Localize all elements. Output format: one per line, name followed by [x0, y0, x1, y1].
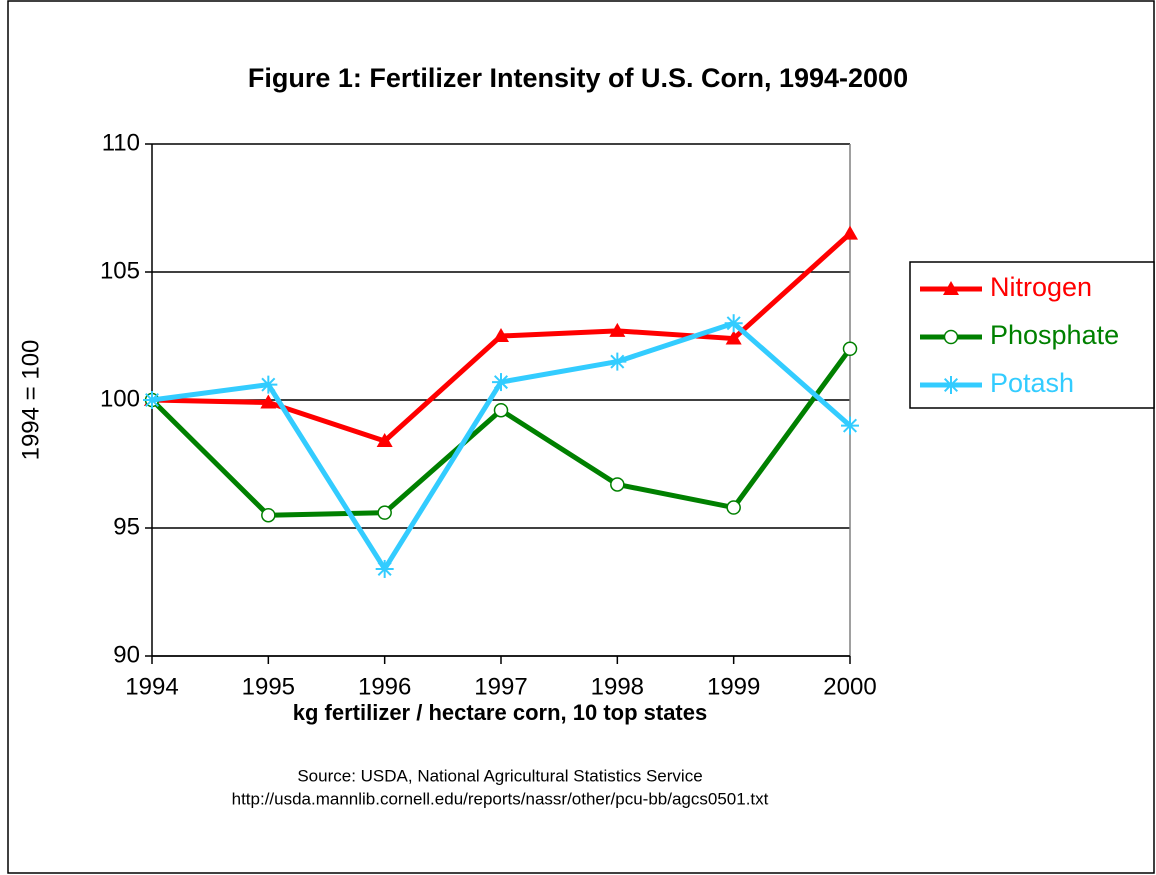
- data-point: [260, 394, 277, 409]
- data-point: [608, 352, 627, 371]
- x-tick-label: 1996: [358, 673, 411, 700]
- y-axis-label: 1994 = 100: [17, 340, 44, 461]
- data-point: [725, 330, 742, 345]
- data-point: [377, 505, 392, 520]
- data-point: [842, 225, 858, 240]
- marker-stroke: [726, 316, 741, 331]
- marker-stroke: [377, 561, 392, 576]
- data-point: [261, 507, 276, 523]
- x-tick-label: 1997: [474, 673, 527, 700]
- x-tick-label: 1994: [125, 673, 178, 700]
- marker-stroke: [610, 354, 625, 369]
- data-point: [842, 341, 858, 357]
- source-line: http://usda.mannlib.cornell.edu/reports/…: [232, 789, 769, 808]
- legend-marker: [942, 376, 960, 394]
- data-point: [376, 432, 393, 447]
- y-tick-label: 100: [100, 385, 140, 412]
- x-axis-label: kg fertilizer / hectare corn, 10 top sta…: [293, 700, 707, 725]
- data-point: [492, 373, 510, 392]
- y-tick-label: 95: [113, 513, 140, 540]
- data-point: [143, 391, 161, 409]
- source-line: Source: USDA, National Agricultural Stat…: [297, 766, 702, 785]
- legend-marker: [943, 281, 959, 295]
- marker-stroke: [144, 392, 160, 408]
- x-tick-label: 1995: [242, 673, 295, 700]
- legend-label: Phosphate: [990, 320, 1119, 350]
- data-point: [493, 328, 509, 342]
- x-tick-label: 2000: [823, 673, 876, 700]
- y-tick-label: 110: [102, 129, 140, 156]
- data-point: [724, 314, 743, 333]
- x-tick-label: 1999: [707, 673, 760, 700]
- data-point: [375, 559, 394, 578]
- y-tick-label: 90: [113, 641, 140, 668]
- marker-stroke: [261, 377, 276, 392]
- data-point: [841, 416, 859, 435]
- data-point: [493, 402, 509, 418]
- data-point: [609, 322, 626, 337]
- y-tick-label: 105: [100, 257, 140, 284]
- legend-label: Potash: [990, 368, 1074, 398]
- legend-label: Nitrogen: [990, 272, 1092, 302]
- data-point: [610, 477, 625, 492]
- marker-stroke: [943, 377, 959, 393]
- marker-stroke: [493, 375, 509, 390]
- chart-title: Figure 1: Fertilizer Intensity of U.S. C…: [248, 63, 908, 93]
- data-point: [259, 375, 278, 394]
- chart-frame: [7, 0, 1155, 874]
- data-point: [726, 500, 741, 515]
- marker-stroke: [842, 418, 858, 433]
- x-tick-label: 1998: [591, 673, 644, 700]
- legend-marker: [943, 329, 959, 345]
